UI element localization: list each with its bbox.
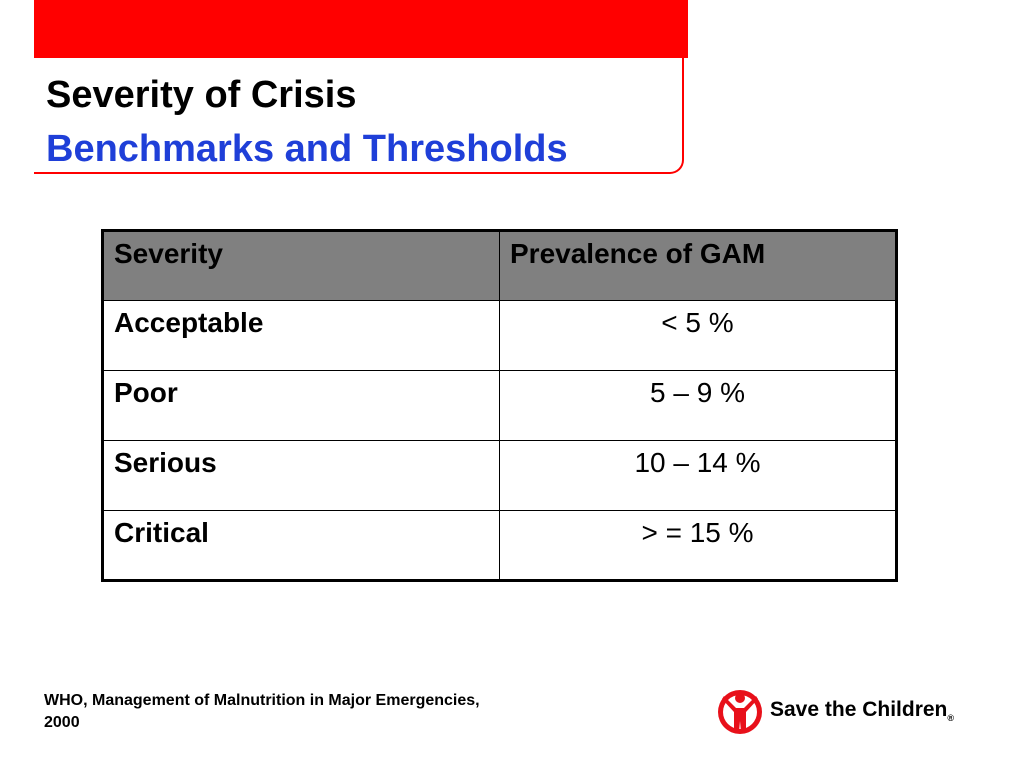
- severity-cell: Poor: [102, 370, 500, 441]
- prevalence-cell: 10 – 14 %: [499, 440, 897, 511]
- table-row: Poor 5 – 9 %: [102, 370, 897, 441]
- header-red-bar: [34, 0, 688, 58]
- save-the-children-logo: Save the Children®: [716, 686, 954, 736]
- slide-subtitle: Benchmarks and Thresholds: [46, 128, 568, 170]
- table-row: Acceptable < 5 %: [102, 300, 897, 371]
- title-frame: [34, 58, 684, 174]
- column-header-severity: Severity: [102, 230, 500, 301]
- severity-cell: Critical: [102, 510, 500, 581]
- table-row: Critical > = 15 %: [102, 510, 897, 581]
- logo-wordmark: Save the Children®: [770, 698, 955, 724]
- prevalence-cell: < 5 %: [499, 300, 897, 371]
- slide-title: Severity of Crisis: [46, 74, 357, 116]
- table-header-row: Severity Prevalence of GAM: [102, 230, 897, 301]
- source-citation: WHO, Management of Malnutrition in Major…: [44, 692, 480, 731]
- registered-mark: ®: [947, 713, 955, 724]
- table-row: Serious 10 – 14 %: [102, 440, 897, 511]
- severity-cell: Acceptable: [102, 300, 500, 371]
- child-figure-icon: [718, 690, 762, 734]
- prevalence-cell: > = 15 %: [499, 510, 897, 581]
- column-header-prevalence: Prevalence of GAM: [499, 230, 897, 301]
- severity-cell: Serious: [102, 440, 500, 511]
- severity-table: Severity Prevalence of GAM Acceptable < …: [101, 229, 898, 582]
- prevalence-cell: 5 – 9 %: [499, 370, 897, 441]
